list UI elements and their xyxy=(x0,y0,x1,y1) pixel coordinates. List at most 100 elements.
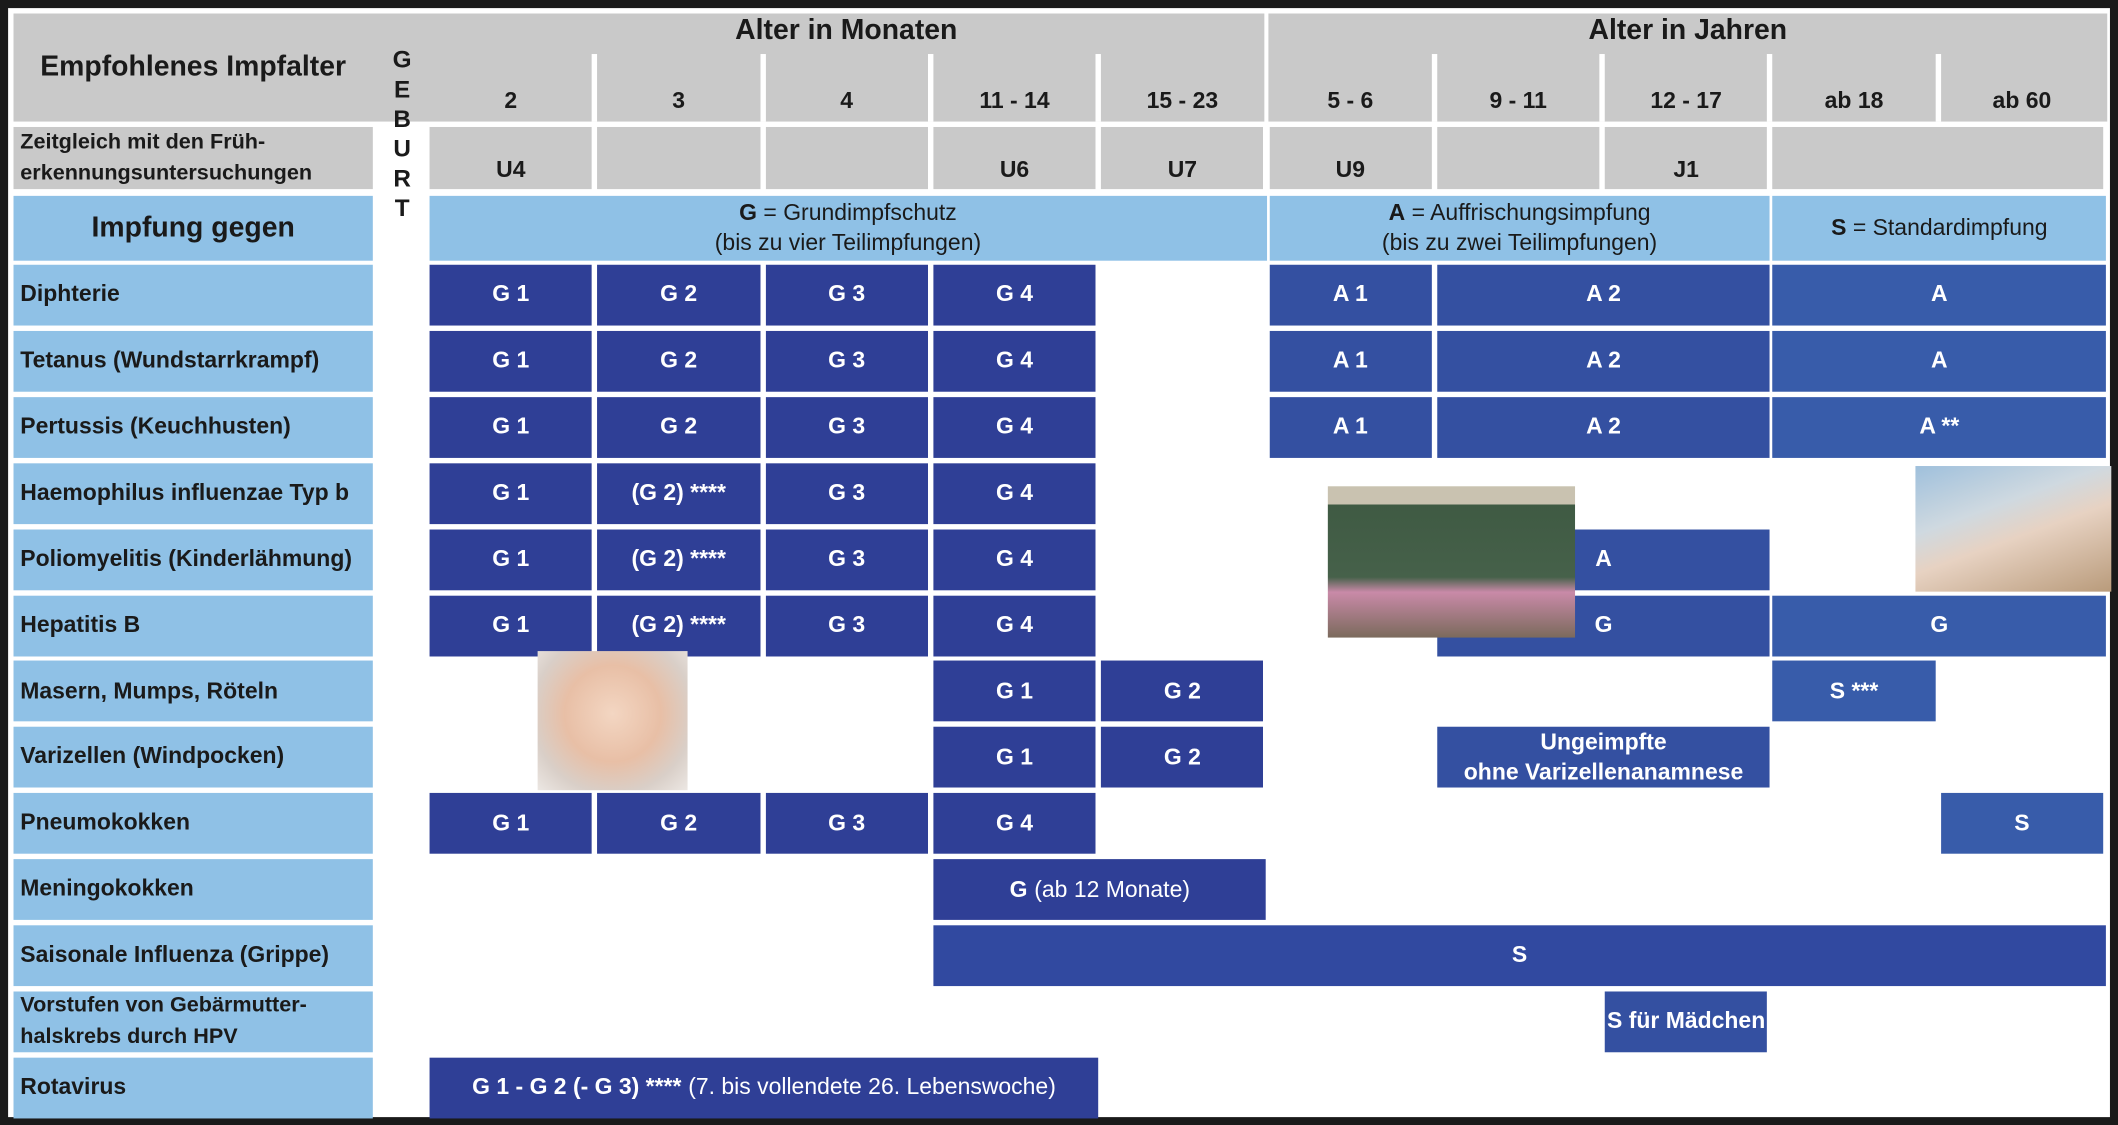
cell-text: G 1 xyxy=(996,743,1033,773)
legend-note: (bis zu vier Teilimpfungen) xyxy=(715,228,981,258)
schedule-cell: G 2 xyxy=(597,265,759,326)
cell-text: A xyxy=(1931,280,1948,310)
cell-text: G 2 xyxy=(1164,677,1201,707)
schedule-cell: G(ab 12 Monate) xyxy=(933,859,1266,920)
cell-text: G 2 xyxy=(660,412,697,442)
cell-text: G 1 xyxy=(492,809,529,839)
schedule-cell: G 1 xyxy=(933,727,1095,788)
schedule-cell: G 1 xyxy=(430,793,592,854)
cell-text: A ** xyxy=(1919,412,1959,442)
schedule-cell: A xyxy=(1773,331,2106,392)
schedule-cell: A xyxy=(1773,265,2106,326)
schedule-cell: A ** xyxy=(1773,397,2106,458)
cell-text: G 3 xyxy=(828,544,865,574)
schedule-cell: G 2 xyxy=(1101,661,1263,722)
row-label: Masern, Mumps, Röteln xyxy=(14,661,373,722)
legend-text: A = Auffrischungsimpfung xyxy=(1389,198,1651,228)
cell-text: G 1 xyxy=(996,677,1033,707)
checkup-cell: J1 xyxy=(1605,127,1767,189)
column-label: 3 xyxy=(597,81,759,122)
cell-text: G 1 xyxy=(492,280,529,310)
schedule-cell: S für Mädchen xyxy=(1605,991,1767,1052)
column-label: 11 - 14 xyxy=(933,81,1095,122)
row-label: Diphterie xyxy=(14,265,373,326)
row-label: Meningokokken xyxy=(14,859,373,920)
cell-text: S xyxy=(2014,809,2029,839)
schedule-cell: A 1 xyxy=(1269,397,1431,458)
cell-note: (ab 12 Monate) xyxy=(1034,875,1190,905)
schedule-cell: G 4 xyxy=(933,793,1095,854)
cell-text: A 2 xyxy=(1586,412,1621,442)
row-label: Rotavirus xyxy=(14,1057,373,1118)
legend-letter: A xyxy=(1389,200,1406,226)
legend-cell: G = Grundimpfschutz(bis zu vier Teilimpf… xyxy=(430,196,1267,261)
column-label: ab 18 xyxy=(1773,81,1935,122)
schedule-cell: A 2 xyxy=(1437,397,1770,458)
cell-text: G xyxy=(1930,610,1948,640)
legend-text: G = Grundimpfschutz xyxy=(739,198,957,228)
checkup-cell xyxy=(1437,127,1599,189)
cell-text: G 4 xyxy=(996,809,1033,839)
legend-desc: = Standardimpfung xyxy=(1846,215,2047,241)
column-label: 9 - 11 xyxy=(1437,81,1599,122)
legend-desc: = Grundimpfschutz xyxy=(757,200,957,226)
cell-text: G 1 xyxy=(492,346,529,376)
cell-text: S xyxy=(1512,941,1527,971)
cell-text: (G 2) **** xyxy=(631,610,725,640)
schedule-cell: (G 2) **** xyxy=(597,595,759,656)
legend-letter: S xyxy=(1831,215,1846,241)
column-label: 12 - 17 xyxy=(1605,81,1767,122)
schedule-cell: A 2 xyxy=(1437,331,1770,392)
cell-text: G 3 xyxy=(828,809,865,839)
column-label: 4 xyxy=(765,81,927,122)
schedule-cell: G 2 xyxy=(1101,727,1263,788)
cell-text: S für Mädchen xyxy=(1607,1007,1765,1037)
schedule-cell: G xyxy=(1773,595,2106,656)
cell-text: A 1 xyxy=(1333,412,1368,442)
legend-cell: A = Auffrischungsimpfung(bis zu zwei Tei… xyxy=(1269,196,1770,261)
photo xyxy=(538,651,688,790)
checkup-cell xyxy=(1773,127,2103,189)
cell-text: G 4 xyxy=(996,544,1033,574)
schedule-cell: S xyxy=(933,925,2106,986)
cell-text: G 2 xyxy=(660,280,697,310)
birth-label: GEBURT xyxy=(377,34,426,237)
schedule-cell: G 1 xyxy=(430,595,592,656)
row-label: Saisonale Influenza (Grippe) xyxy=(14,925,373,986)
months-heading: Alter in Monaten xyxy=(430,14,1263,49)
vaccination-schedule: Empfohlenes Impfalter Zeitgleich mit den… xyxy=(0,0,2118,1125)
schedule-cell: A 1 xyxy=(1269,265,1431,326)
title: Empfohlenes Impfalter xyxy=(14,14,373,122)
cell-text: G 4 xyxy=(996,346,1033,376)
schedule-cell: G 4 xyxy=(933,595,1095,656)
cell-text: (G 2) **** xyxy=(631,544,725,574)
schedule-cell: G 4 xyxy=(933,265,1095,326)
row-label: Vorstufen von Gebärmutter- halskrebs dur… xyxy=(14,991,373,1052)
schedule-cell: G 1 xyxy=(430,265,592,326)
schedule-cell: G 2 xyxy=(597,331,759,392)
schedule-cell: S *** xyxy=(1773,661,1935,722)
schedule-cell: A 1 xyxy=(1269,331,1431,392)
schedule-cell: G 1 xyxy=(430,463,592,524)
schedule-cell: G 4 xyxy=(933,397,1095,458)
schedule-cell: G 4 xyxy=(933,529,1095,590)
schedule-cell: G 3 xyxy=(765,397,927,458)
cell-text: A 1 xyxy=(1333,346,1368,376)
schedule-cell: (G 2) **** xyxy=(597,529,759,590)
schedule-cell: G 1 xyxy=(430,331,592,392)
legend-note: (bis zu zwei Teilimpfungen) xyxy=(1382,228,1657,258)
cell-text: A 2 xyxy=(1586,346,1621,376)
checkup-cell: U6 xyxy=(933,127,1095,189)
row-label: Haemophilus influenzae Typ b xyxy=(14,463,373,524)
schedule-cell: G 2 xyxy=(597,397,759,458)
cell-text: A xyxy=(1931,346,1948,376)
cell-text: S *** xyxy=(1830,677,1879,707)
row-label: Poliomyelitis (Kinderlähmung) xyxy=(14,529,373,590)
photo xyxy=(1915,466,2111,592)
schedule-cell: G 3 xyxy=(765,463,927,524)
row-label: Tetanus (Wundstarrkrampf) xyxy=(14,331,373,392)
column-label: 2 xyxy=(430,81,592,122)
legend-letter: G xyxy=(739,200,757,226)
schedule-cell: G 3 xyxy=(765,529,927,590)
cell-text: G 3 xyxy=(828,280,865,310)
